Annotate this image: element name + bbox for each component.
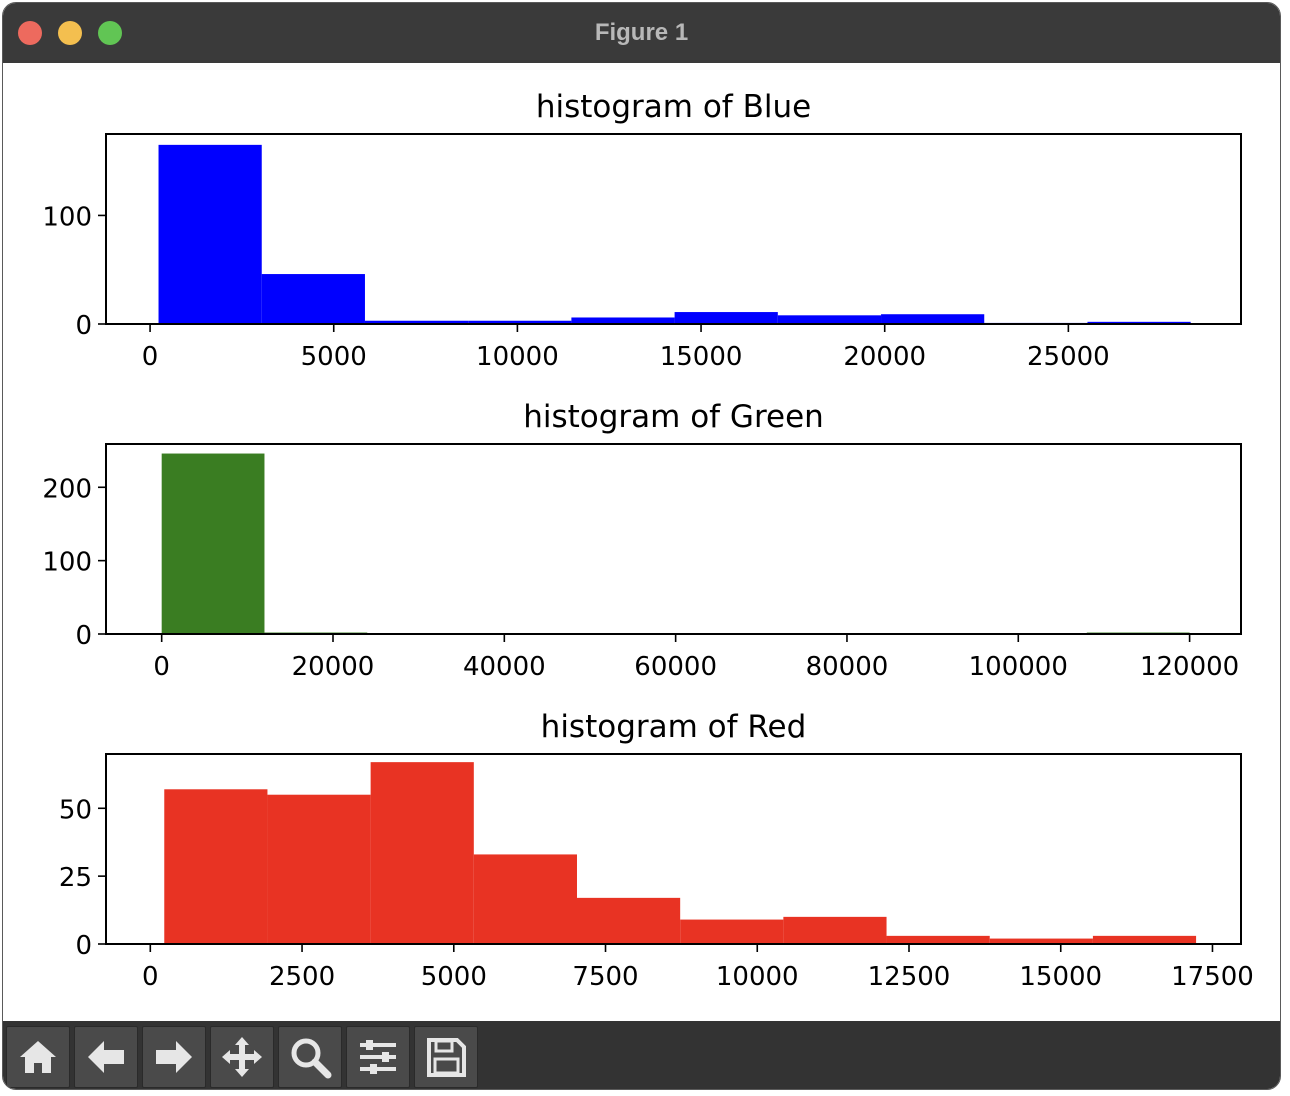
configure-subplots-button[interactable] — [346, 1026, 410, 1088]
x-tick-label: 10000 — [476, 342, 559, 372]
navigation-toolbar — [3, 1021, 1280, 1089]
histogram-bar — [576, 897, 681, 944]
x-tick-label: 120000 — [1140, 652, 1239, 682]
arrow-left-icon — [88, 1041, 124, 1073]
histogram-bar — [158, 144, 262, 324]
x-tick-label: 0 — [142, 342, 159, 372]
histogram-bar — [261, 274, 365, 324]
home-button[interactable] — [6, 1026, 70, 1088]
x-tick-label: 2500 — [269, 962, 335, 992]
close-window-button[interactable] — [18, 21, 42, 45]
x-tick-label: 5000 — [421, 962, 487, 992]
maximize-window-button[interactable] — [98, 21, 122, 45]
axes-frame — [105, 753, 1242, 945]
figure-canvas: histogram of Blue 0 5000 10000 15000 20000 250… — [3, 63, 1280, 1021]
x-tick-label: 60000 — [634, 652, 717, 682]
y-tick-label: 200 — [42, 474, 92, 504]
back-button[interactable] — [74, 1026, 138, 1088]
histogram-bar — [468, 320, 572, 324]
x-tick-label: 25000 — [1027, 342, 1110, 372]
histogram-bar — [267, 794, 371, 944]
x-tick-label: 0 — [153, 652, 170, 682]
x-tick-label: 7500 — [572, 962, 638, 992]
window-title: Figure 1 — [594, 19, 689, 46]
x-tick-label: 10000 — [716, 962, 799, 992]
histogram-bar — [886, 935, 990, 944]
x-tick-label: 15000 — [660, 342, 743, 372]
x-tick-label: 20000 — [292, 652, 375, 682]
chart-title: histogram of Blue — [536, 89, 811, 125]
zoom-button[interactable] — [278, 1026, 342, 1088]
minimize-window-button[interactable] — [58, 21, 82, 45]
chart-title: histogram of Red — [541, 709, 807, 745]
y-tick-label: 25 — [59, 863, 92, 893]
axes-frame — [105, 443, 1242, 635]
chart-title: histogram of Green — [523, 399, 824, 435]
y-tick-label: 50 — [59, 795, 92, 825]
y-tick-label: 0 — [75, 311, 92, 341]
x-tick-label: 80000 — [806, 652, 889, 682]
x-tick-label: 100000 — [969, 652, 1068, 682]
y-tick-label: 100 — [42, 548, 92, 578]
histogram-bar — [777, 315, 882, 324]
histogram-bar — [164, 789, 268, 944]
x-tick-label: 12500 — [868, 962, 951, 992]
histogram-bar — [1092, 935, 1197, 944]
x-tick-label: 0 — [142, 962, 159, 992]
histogram-bar — [680, 919, 784, 944]
histogram-bar — [161, 453, 265, 634]
x-tick-label: 40000 — [463, 652, 546, 682]
floppy-disk-icon — [427, 1038, 466, 1077]
axes-frame — [105, 133, 1242, 325]
forward-button[interactable] — [142, 1026, 206, 1088]
histogram-bar — [1087, 321, 1191, 324]
histogram-bar — [473, 854, 577, 944]
x-tick-label: 5000 — [301, 342, 367, 372]
y-tick-label: 0 — [75, 931, 92, 961]
histogram-bar — [364, 320, 469, 324]
home-icon — [20, 1041, 56, 1073]
histogram-bar — [881, 314, 985, 324]
arrow-right-icon — [156, 1041, 192, 1073]
histogram-bar — [989, 938, 1093, 944]
histogram-bar — [783, 916, 887, 944]
histogram-bar — [571, 317, 675, 324]
title-bar: Figure 1 — [3, 3, 1280, 64]
histogram-bar — [674, 312, 778, 324]
save-button[interactable] — [414, 1026, 478, 1088]
x-tick-label: 17500 — [1171, 962, 1254, 992]
magnifier-icon — [291, 1038, 332, 1079]
pan-button[interactable] — [210, 1026, 274, 1088]
x-tick-label: 20000 — [843, 342, 926, 372]
y-tick-label: 100 — [42, 202, 92, 232]
y-tick-label: 0 — [75, 621, 92, 651]
x-tick-label: 15000 — [1019, 962, 1102, 992]
histogram-bar — [370, 762, 474, 944]
move-icon — [222, 1037, 262, 1077]
sliders-icon — [360, 1040, 396, 1074]
